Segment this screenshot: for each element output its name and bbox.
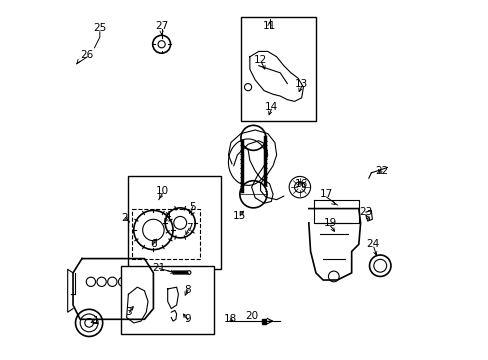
Text: 8: 8 — [183, 285, 190, 295]
Text: 24: 24 — [366, 239, 379, 249]
Text: 17: 17 — [319, 189, 333, 199]
Text: 1: 1 — [93, 316, 100, 326]
Text: 3: 3 — [125, 307, 131, 317]
Bar — [241, 18, 315, 121]
Text: 9: 9 — [183, 314, 190, 324]
Text: 7: 7 — [185, 223, 192, 233]
Text: 23: 23 — [359, 207, 372, 217]
Text: 13: 13 — [294, 78, 307, 89]
Text: 6: 6 — [150, 239, 156, 249]
Bar — [128, 176, 221, 269]
Text: 27: 27 — [155, 21, 169, 31]
Text: 10: 10 — [156, 186, 168, 196]
Text: 2: 2 — [122, 212, 128, 222]
Text: 12: 12 — [253, 55, 266, 65]
Text: 20: 20 — [244, 311, 258, 321]
Text: 26: 26 — [81, 50, 94, 60]
Text: 21: 21 — [152, 262, 165, 273]
Text: 18: 18 — [223, 314, 236, 324]
Polygon shape — [173, 271, 188, 274]
Text: 19: 19 — [323, 218, 336, 228]
Text: 22: 22 — [375, 166, 388, 176]
Text: 15: 15 — [232, 211, 245, 221]
Text: 25: 25 — [93, 23, 106, 33]
Text: 16: 16 — [294, 179, 307, 189]
Bar — [121, 266, 214, 334]
Text: 4: 4 — [164, 211, 171, 221]
Text: 11: 11 — [263, 21, 276, 31]
Polygon shape — [261, 319, 265, 324]
Text: 14: 14 — [264, 102, 277, 112]
Text: 5: 5 — [189, 202, 196, 212]
